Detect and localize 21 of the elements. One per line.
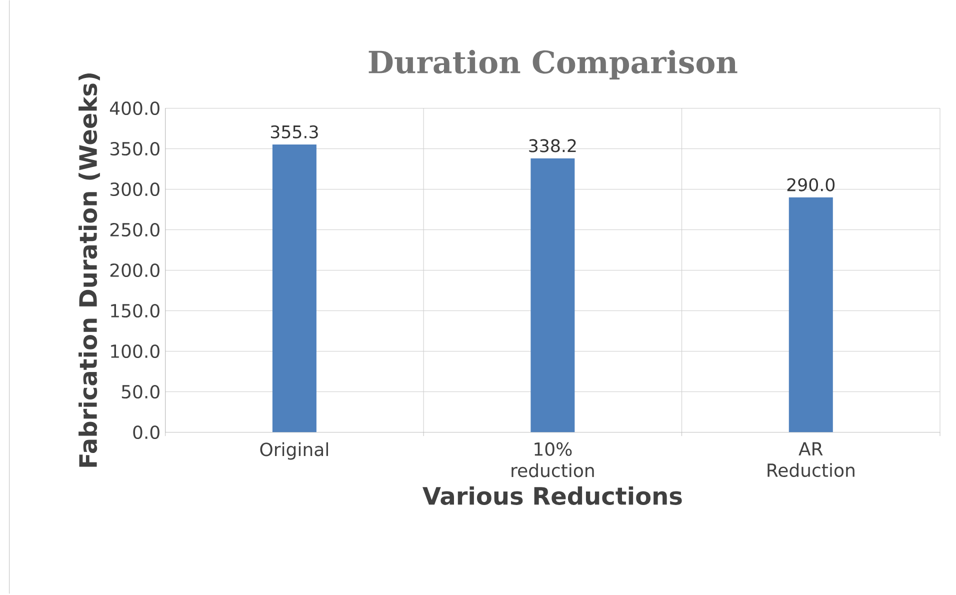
y-tick-label: 50.0 <box>122 384 160 399</box>
data-label: 290.0 <box>787 178 835 192</box>
y-tick-label: 300.0 <box>110 182 160 196</box>
bar <box>272 144 316 432</box>
x-tick-label: Original <box>260 442 328 460</box>
bar <box>788 197 833 432</box>
data-label: 355.3 <box>270 125 318 138</box>
data-label: 338.2 <box>529 139 576 152</box>
y-tick-label: 350.0 <box>110 142 160 156</box>
bar <box>530 158 575 432</box>
y-tick-label: 0.0 <box>133 425 160 440</box>
y-tick-label: 200.0 <box>110 263 160 278</box>
y-tick-label: 100.0 <box>111 344 160 358</box>
y-axis-title: Fabrication Duration (Weeks) <box>78 74 100 467</box>
x-tick-label: AR Reduction <box>768 442 854 478</box>
y-tick-label: 250.0 <box>110 222 160 237</box>
y-tick-label: 150.0 <box>111 304 160 318</box>
chart-title: Duration Comparison <box>368 50 738 80</box>
x-tick-label: 10% reduction <box>512 442 594 478</box>
y-tick-label: 400.0 <box>110 101 160 116</box>
x-axis-title: Various Reductions <box>422 486 682 505</box>
